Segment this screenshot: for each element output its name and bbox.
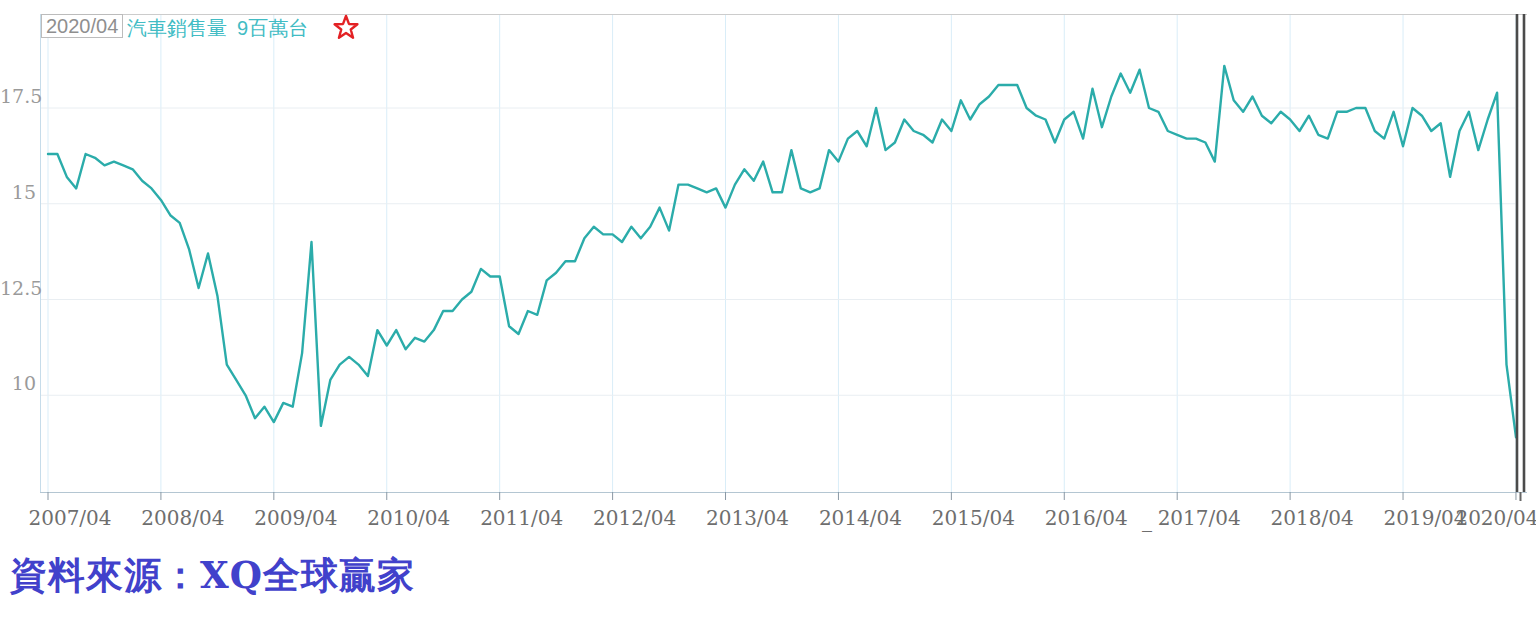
x-axis-label: 2020/04 <box>1449 506 1536 530</box>
series-value: 9 <box>237 17 248 39</box>
axes <box>40 14 1527 493</box>
x-axis-label: 2010/04 <box>361 506 457 530</box>
y-axis-label: 15 <box>0 182 36 202</box>
x-axis-label: 2012/04 <box>587 506 683 530</box>
stray-underscore-mark: _ <box>1142 508 1152 532</box>
x-axis-label: 2009/04 <box>248 506 344 530</box>
x-axis-label: 2008/04 <box>135 506 231 530</box>
y-axis-label: 17.5 <box>0 86 36 106</box>
horizontal-gridlines <box>40 108 1516 395</box>
cursor-date-box: 2020/04 <box>41 14 123 38</box>
sales-line-chart[interactable] <box>0 0 1536 635</box>
series-unit: 百萬台 <box>248 17 308 39</box>
sales-series-line <box>48 66 1516 438</box>
x-axis-label: 2017/04 <box>1151 506 1247 530</box>
series-caption: 汽車銷售量 9百萬台 <box>127 15 308 42</box>
chart-window: 2020/04 汽車銷售量 9百萬台 17.5 15 12.5 10 2007/04 20… <box>0 0 1536 635</box>
x-axis-label: 2011/04 <box>474 506 570 530</box>
y-axis-label: 10 <box>0 373 36 393</box>
favorite-star-icon[interactable] <box>332 14 360 42</box>
x-axis-label: 2007/04 <box>22 506 118 530</box>
x-axis-label: 2016/04 <box>1038 506 1134 530</box>
x-axis-ticks <box>48 492 1516 500</box>
series-label: 汽車銷售量 <box>127 17 227 39</box>
x-axis-label: 2018/04 <box>1264 506 1360 530</box>
vertical-gridlines <box>48 14 1516 492</box>
data-source-note: 資料來源：XQ全球贏家 <box>10 551 415 601</box>
x-axis-label: 2015/04 <box>925 506 1021 530</box>
x-axis-label: 2013/04 <box>700 506 796 530</box>
x-axis-label: 2014/04 <box>812 506 908 530</box>
y-axis-label: 12.5 <box>0 278 36 298</box>
cursor-position-bar[interactable] <box>1517 14 1524 501</box>
